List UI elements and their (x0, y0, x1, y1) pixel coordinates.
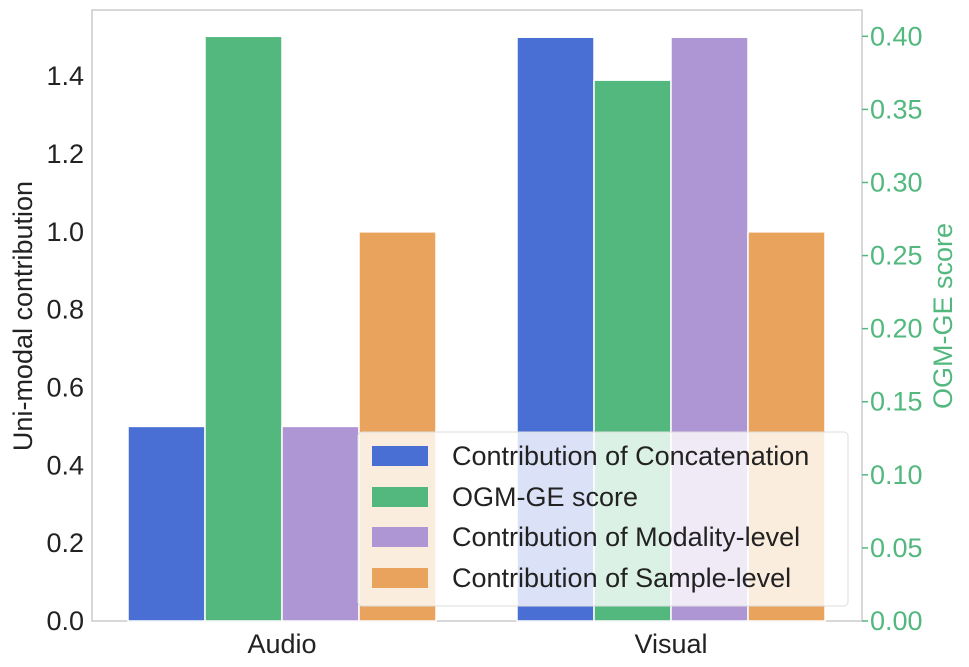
category-labels: Audio Visual (247, 629, 707, 659)
plot-frame (91, 9, 863, 622)
right-tick-label: 0.25 (870, 241, 923, 271)
legend-items: Contribution of Concatenation OGM-GE scor… (372, 441, 809, 593)
legend: Contribution of Concatenation OGM-GE scor… (357, 431, 849, 607)
right-tick-label: 0.10 (870, 460, 923, 490)
bar-audio-1 (204, 35, 283, 622)
left-tick-label: 0.2 (46, 528, 84, 558)
legend-label: Contribution of Modality-level (452, 522, 800, 552)
right-tick-label: 0.35 (870, 94, 923, 124)
left-tick-label: 1.2 (46, 139, 84, 169)
right-tick-label: 0.05 (870, 533, 923, 563)
right-tick-label: 0.15 (870, 387, 923, 417)
legend-swatch (372, 568, 428, 588)
left-tick-label: 0.0 (46, 606, 84, 636)
y-axis-title: Uni-modal contribution (8, 181, 38, 451)
right-axis-ticks: 0.00 0.05 0.10 0.15 0.20 0.25 0.30 0.35 0.40 (862, 21, 923, 636)
legend-swatch (372, 446, 428, 466)
right-tick-label: 0.30 (870, 167, 923, 197)
legend-swatch (372, 487, 428, 507)
right-tick-label: 0.00 (870, 606, 923, 636)
bar-audio-0 (127, 425, 206, 622)
category-label-audio: Audio (247, 629, 316, 659)
left-axis-ticks: 0.0 0.2 0.4 0.6 0.8 1.0 1.2 1.4 (46, 61, 84, 636)
left-tick-label: 0.4 (46, 450, 84, 480)
left-tick-label: 0.6 (46, 372, 84, 402)
bar-audio-2 (281, 425, 360, 622)
legend-label: OGM-GE score (452, 482, 638, 512)
legend-swatch (372, 527, 428, 547)
legend-box (357, 431, 849, 607)
left-tick-label: 1.4 (46, 61, 84, 91)
left-tick-label: 1.0 (46, 217, 84, 247)
category-label-visual: Visual (634, 629, 707, 659)
legend-label: Contribution of Sample-level (452, 563, 791, 593)
y2-axis-title: OGM-GE score (928, 223, 958, 409)
left-tick-label: 0.8 (46, 295, 84, 325)
right-tick-label: 0.40 (870, 21, 923, 51)
legend-label: Contribution of Concatenation (452, 441, 809, 471)
right-tick-label: 0.20 (870, 314, 923, 344)
